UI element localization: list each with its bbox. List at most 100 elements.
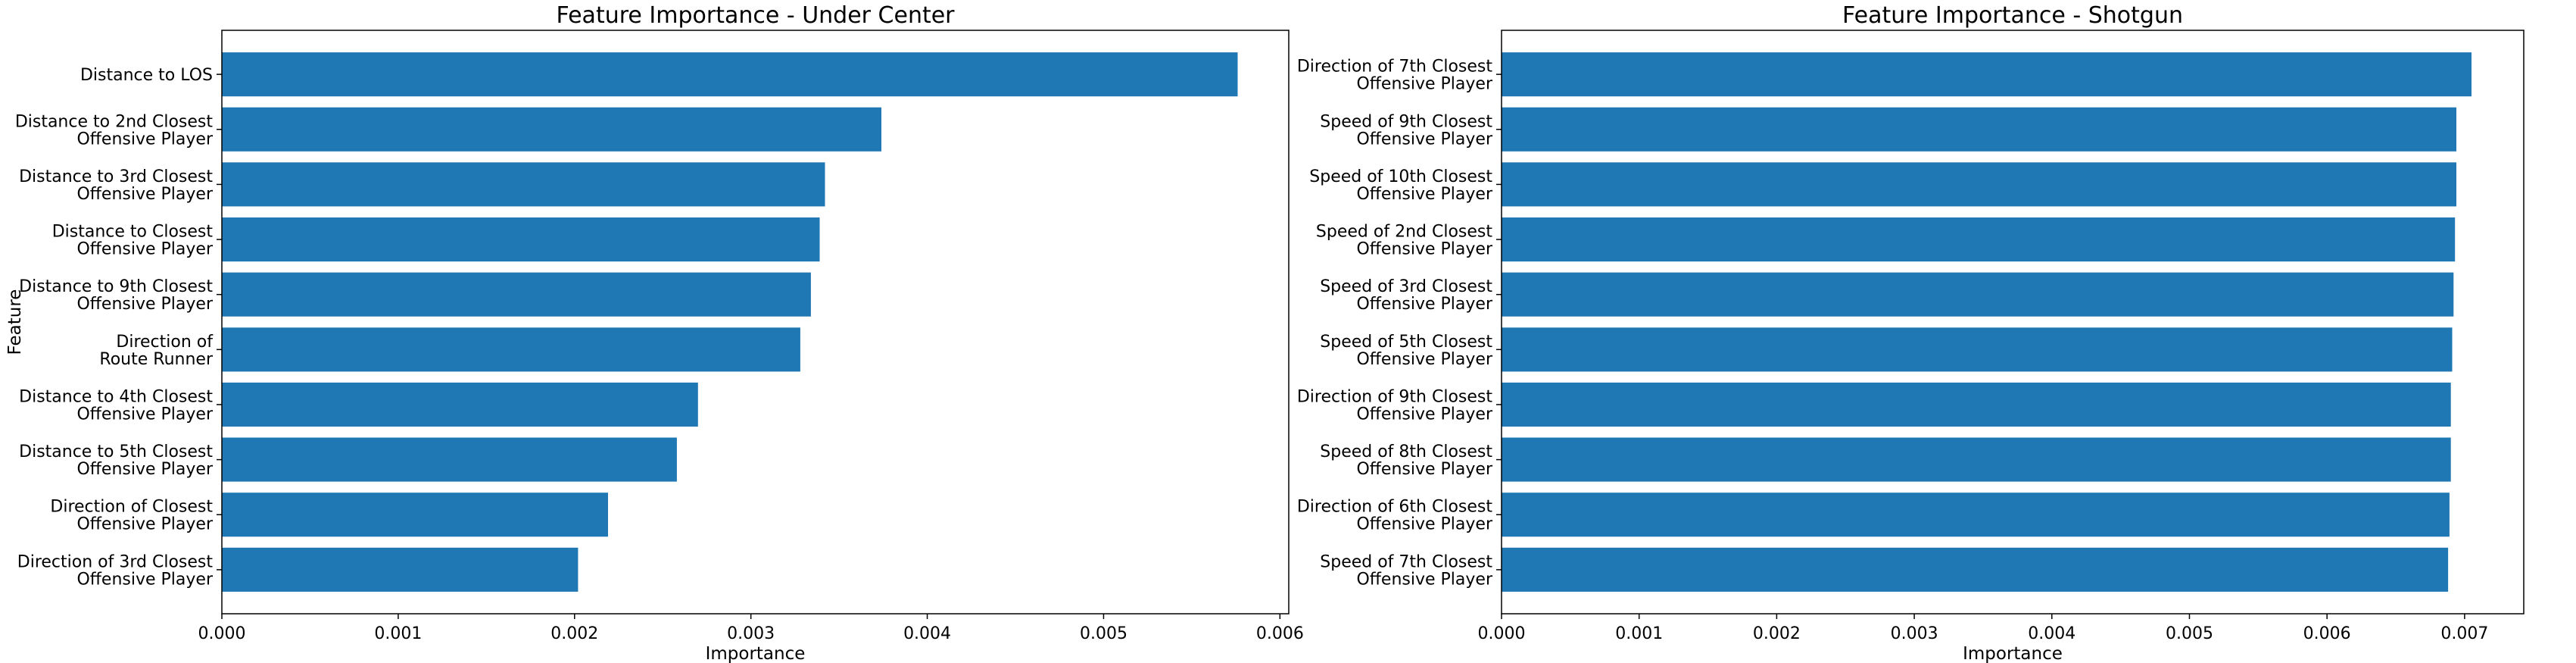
y-tick-label-line: Distance to 2nd Closest [15, 112, 214, 131]
bar [1502, 52, 2472, 97]
bar [222, 547, 579, 592]
y-tick-label: Speed of 8th Closest Offensive Player [1320, 443, 1493, 479]
y-tick-label: Distance to Closest Offensive Player [52, 223, 214, 259]
y-tick-label-line: Distance to 9th Closest [19, 277, 213, 296]
y-tick-label-line: Offensive Player [76, 515, 213, 534]
y-tick-label-line: Speed of 2nd Closest [1316, 223, 1492, 242]
y-tick-label: Speed of 10th Closest Offensive Player [1309, 167, 1493, 204]
y-tick-label-line: Offensive Player [1356, 130, 1492, 149]
y-tick-label-line: Distance to 3rd Closest [19, 167, 213, 186]
y-tick-label-line: Offensive Player [1356, 515, 1492, 534]
bar [1502, 547, 2449, 592]
y-tick-label-line: Direction of 6th Closest [1297, 498, 1493, 517]
bar [1502, 493, 2450, 537]
plot-frame [221, 30, 1290, 615]
x-tick-label: 0.003 [727, 624, 775, 643]
y-tick-label-line: Offensive Player [1356, 405, 1492, 424]
y-tick-label-line: Route Runner [99, 350, 214, 369]
y-tick-label-line: Direction of [116, 333, 214, 352]
x-tick-label: 0.006 [1256, 624, 1304, 643]
y-tick-label-line: Speed of 7th Closest [1320, 552, 1492, 571]
y-axis-label: Feature [5, 289, 25, 355]
bar [222, 493, 608, 537]
y-tick-label-line: Speed of 9th Closest [1320, 112, 1492, 131]
y-tick-label-line: Distance to LOS [80, 66, 213, 85]
bar [1502, 272, 2454, 317]
y-tick-label-line: Offensive Player [1356, 295, 1492, 314]
x-tick-label: 0.001 [1615, 624, 1663, 643]
bar [222, 437, 677, 482]
y-tick-label: Direction of 3rd Closest Offensive Player [17, 552, 214, 589]
y-tick-label-line: Distance to Closest [52, 223, 214, 242]
y-tick-label-line: Speed of 8th Closest [1320, 443, 1492, 461]
bar [1502, 382, 2451, 427]
y-tick-label-line: Offensive Player [1356, 240, 1492, 259]
x-tick-label: 0.000 [198, 624, 246, 643]
y-tick-label-line: Offensive Player [76, 130, 213, 149]
y-tick-label-line: Offensive Player [1356, 350, 1492, 369]
bar [222, 107, 881, 152]
y-tick-label: Distance to 3rd Closest Offensive Player [19, 167, 214, 204]
y-tick-label: Direction of 9th Closest Offensive Player [1297, 388, 1493, 424]
bar [1502, 437, 2451, 482]
y-tick-label-line: Speed of 3rd Closest [1320, 277, 1492, 296]
shotgun-panel: Direction of 7th Closest Offensive Player… [1297, 2, 2525, 663]
x-axis-label: Importance [1963, 644, 2063, 663]
plot-frame [1501, 30, 2525, 615]
y-tick-label: Speed of 3rd Closest Offensive Player [1320, 277, 1493, 314]
y-tick-label-line: Direction of Closest [50, 498, 213, 517]
y-tick-label-line: Offensive Player [76, 295, 213, 314]
y-tick-label: Distance to 5th Closest Offensive Player [19, 443, 214, 479]
bar [1502, 327, 2453, 372]
y-tick-label-line: Offensive Player [1356, 185, 1492, 204]
y-tick-label-line: Offensive Player [76, 570, 213, 589]
y-tick-label: Speed of 9th Closest Offensive Player [1320, 112, 1493, 149]
y-tick-label: Distance to 2nd Closest Offensive Player [15, 112, 214, 149]
y-tick-label-line: Speed of 5th Closest [1320, 333, 1492, 352]
y-tick-label: Direction of Route Runner [99, 333, 214, 369]
y-tick-label: Speed of 7th Closest Offensive Player [1320, 552, 1493, 589]
x-tick-label: 0.004 [903, 624, 951, 643]
x-tick-label: 0.001 [374, 624, 422, 643]
y-tick-label-line: Offensive Player [1356, 570, 1492, 589]
bar [222, 272, 811, 317]
x-axis-label: Importance [706, 644, 806, 663]
x-tick-label: 0.003 [1891, 624, 1938, 643]
y-tick-label: Distance to LOS [80, 66, 213, 85]
bar [1502, 217, 2456, 262]
y-tick-label: Direction of Closest Offensive Player [50, 498, 214, 534]
bar [1502, 107, 2456, 152]
bar [1502, 162, 2456, 207]
y-tick-label: Direction of 6th Closest Offensive Player [1297, 498, 1493, 534]
y-tick-label: Speed of 2nd Closest Offensive Player [1316, 223, 1493, 259]
x-tick-label: 0.002 [550, 624, 598, 643]
x-tick-label: 0.000 [1478, 624, 1526, 643]
y-tick-label-line: Offensive Player [76, 405, 213, 424]
bar [222, 382, 698, 427]
y-tick-label: Distance to 9th Closest Offensive Player [19, 277, 214, 314]
x-tick-label: 0.002 [1753, 624, 1801, 643]
y-tick-label-line: Distance to 5th Closest [19, 443, 213, 461]
chart-title: Feature Importance - Shotgun [1842, 2, 2183, 29]
bar [222, 162, 825, 207]
y-tick-label: Distance to 4th Closest Offensive Player [19, 388, 214, 424]
bar [222, 327, 800, 372]
y-tick-label-line: Distance to 4th Closest [19, 388, 213, 407]
x-tick-label: 0.005 [2166, 624, 2213, 643]
x-tick-label: 0.007 [2440, 624, 2488, 643]
x-tick-label: 0.005 [1080, 624, 1127, 643]
y-tick-label-line: Offensive Player [76, 185, 213, 204]
y-tick-label-line: Direction of 3rd Closest [17, 552, 214, 571]
bar [222, 52, 1238, 97]
chart-title: Feature Importance - Under Center [556, 2, 955, 29]
x-tick-label: 0.004 [2028, 624, 2075, 643]
y-tick-label-line: Direction of 7th Closest [1297, 58, 1493, 77]
bar [222, 217, 820, 262]
y-tick-label: Direction of 7th Closest Offensive Player [1297, 58, 1493, 94]
y-tick-label-line: Speed of 10th Closest [1309, 167, 1492, 186]
y-tick-label: Speed of 5th Closest Offensive Player [1320, 333, 1493, 369]
y-tick-label-line: Offensive Player [76, 460, 213, 479]
x-tick-label: 0.006 [2303, 624, 2351, 643]
